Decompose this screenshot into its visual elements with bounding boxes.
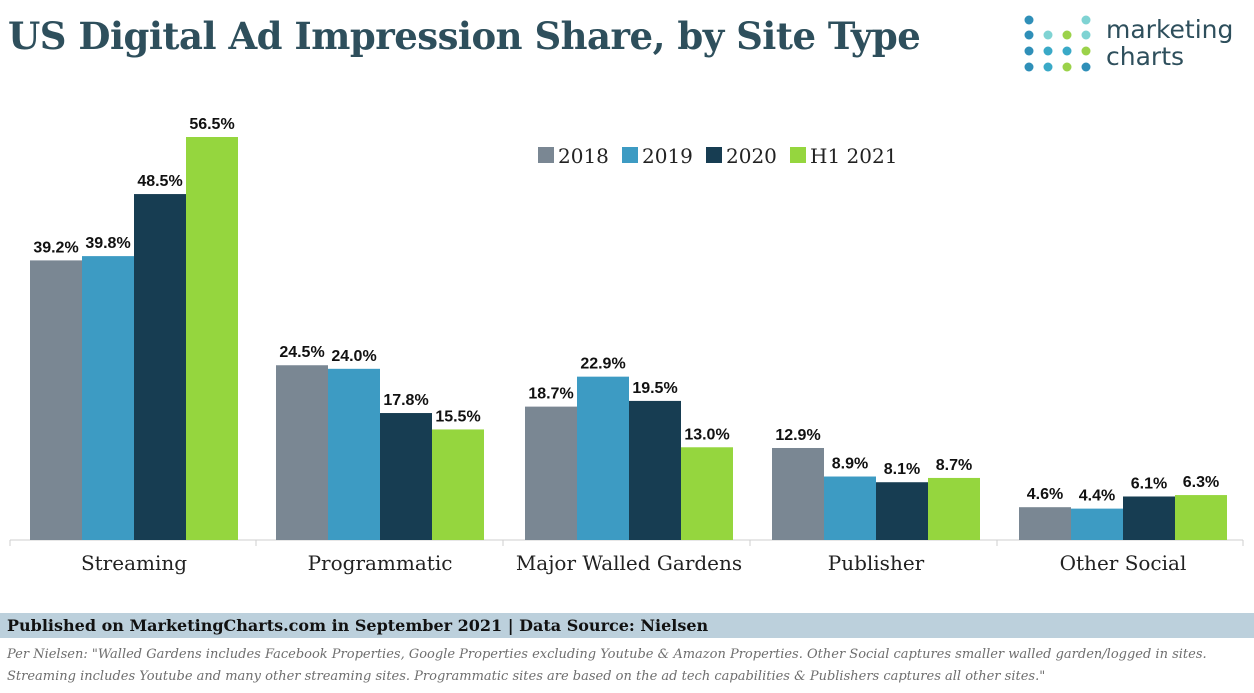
x-tick-label-streaming: Streaming <box>81 551 187 575</box>
data-label-streaming-2018: 39.2% <box>33 239 78 256</box>
bar-other-social-2020 <box>1123 496 1175 540</box>
bar-major-walled-gardens-2018 <box>525 406 577 540</box>
bar-programmatic-2020 <box>380 413 432 540</box>
data-label-programmatic-2020: 17.8% <box>383 392 428 409</box>
x-tick-label-major-walled-gardens: Major Walled Gardens <box>516 551 742 575</box>
x-tick-label-other-social: Other Social <box>1060 551 1187 575</box>
legend-label-2020: 2020 <box>726 144 777 168</box>
logo-line1: marketing <box>1106 15 1234 44</box>
data-label-major-walled-gardens-2019: 22.9% <box>580 356 625 373</box>
legend-swatch-h1-2021 <box>790 147 806 163</box>
data-label-publisher-2019: 8.9% <box>832 456 868 473</box>
data-label-major-walled-gardens-h1-2021: 13.0% <box>684 426 729 443</box>
bar-other-social-2019 <box>1071 508 1123 540</box>
data-label-publisher-h1-2021: 8.7% <box>936 457 972 474</box>
bar-programmatic-2018 <box>276 365 328 540</box>
data-label-major-walled-gardens-2020: 19.5% <box>632 380 677 397</box>
data-label-publisher-2018: 12.9% <box>775 427 820 444</box>
data-label-programmatic-2018: 24.5% <box>279 344 324 361</box>
logo-wordmark: marketing charts <box>1106 16 1233 70</box>
bar-streaming-h1-2021 <box>186 137 238 540</box>
legend-label-2019: 2019 <box>642 144 693 168</box>
source-credit: Published on MarketingCharts.com in Sept… <box>7 616 709 635</box>
bar-major-walled-gardens-h1-2021 <box>681 447 733 540</box>
footer-source-bar: Published on MarketingCharts.com in Sept… <box>0 613 1254 638</box>
logo-dots-icon <box>1024 15 1091 72</box>
data-label-other-social-2019: 4.4% <box>1079 488 1115 505</box>
legend-swatch-2019 <box>622 147 638 163</box>
data-label-publisher-2020: 8.1% <box>884 461 920 478</box>
bar-other-social-h1-2021 <box>1175 495 1227 540</box>
bar-publisher-h1-2021 <box>928 477 980 540</box>
bar-streaming-2019 <box>82 256 134 540</box>
data-label-streaming-2020: 48.5% <box>137 173 182 190</box>
bar-streaming-2020 <box>134 194 186 540</box>
bar-major-walled-gardens-2019 <box>577 376 629 540</box>
x-tick-label-publisher: Publisher <box>828 551 925 575</box>
data-label-programmatic-2019: 24.0% <box>331 348 376 365</box>
chart-title: US Digital Ad Impression Share, by Site … <box>8 14 921 58</box>
bar-major-walled-gardens-2020 <box>629 400 681 540</box>
bar-publisher-2019 <box>824 476 876 540</box>
bar-programmatic-h1-2021 <box>432 429 484 540</box>
bar-streaming-2018 <box>30 260 82 540</box>
legend-swatch-2020 <box>706 147 722 163</box>
legend-label-h1-2021: H1 2021 <box>810 144 897 168</box>
data-label-other-social-h1-2021: 6.3% <box>1183 474 1219 491</box>
bar-publisher-2018 <box>772 447 824 540</box>
x-tick-label-programmatic: Programmatic <box>308 551 453 575</box>
bar-chart: 39.2% 39.8% 48.5% 56.5% Streaming 24.5% 24.0% 1… <box>9 116 1244 575</box>
data-label-major-walled-gardens-2018: 18.7% <box>528 386 573 403</box>
marketingcharts-logo[interactable]: marketing charts <box>1022 14 1250 76</box>
data-label-streaming-2019: 39.8% <box>85 235 130 252</box>
bar-other-social-2018 <box>1019 507 1071 540</box>
data-label-other-social-2020: 6.1% <box>1131 475 1167 492</box>
legend-label-2018: 2018 <box>558 144 609 168</box>
bar-publisher-2020 <box>876 482 928 540</box>
logo-line2: charts <box>1106 42 1185 71</box>
legend-swatch-2018 <box>538 147 554 163</box>
data-label-programmatic-h1-2021: 15.5% <box>435 408 480 425</box>
data-label-streaming-h1-2021: 56.5% <box>189 116 234 133</box>
bar-programmatic-2019 <box>328 368 380 540</box>
data-label-other-social-2018: 4.6% <box>1027 486 1063 503</box>
methodology-note: Per Nielsen: "Walled Gardens includes Fa… <box>7 647 1207 684</box>
